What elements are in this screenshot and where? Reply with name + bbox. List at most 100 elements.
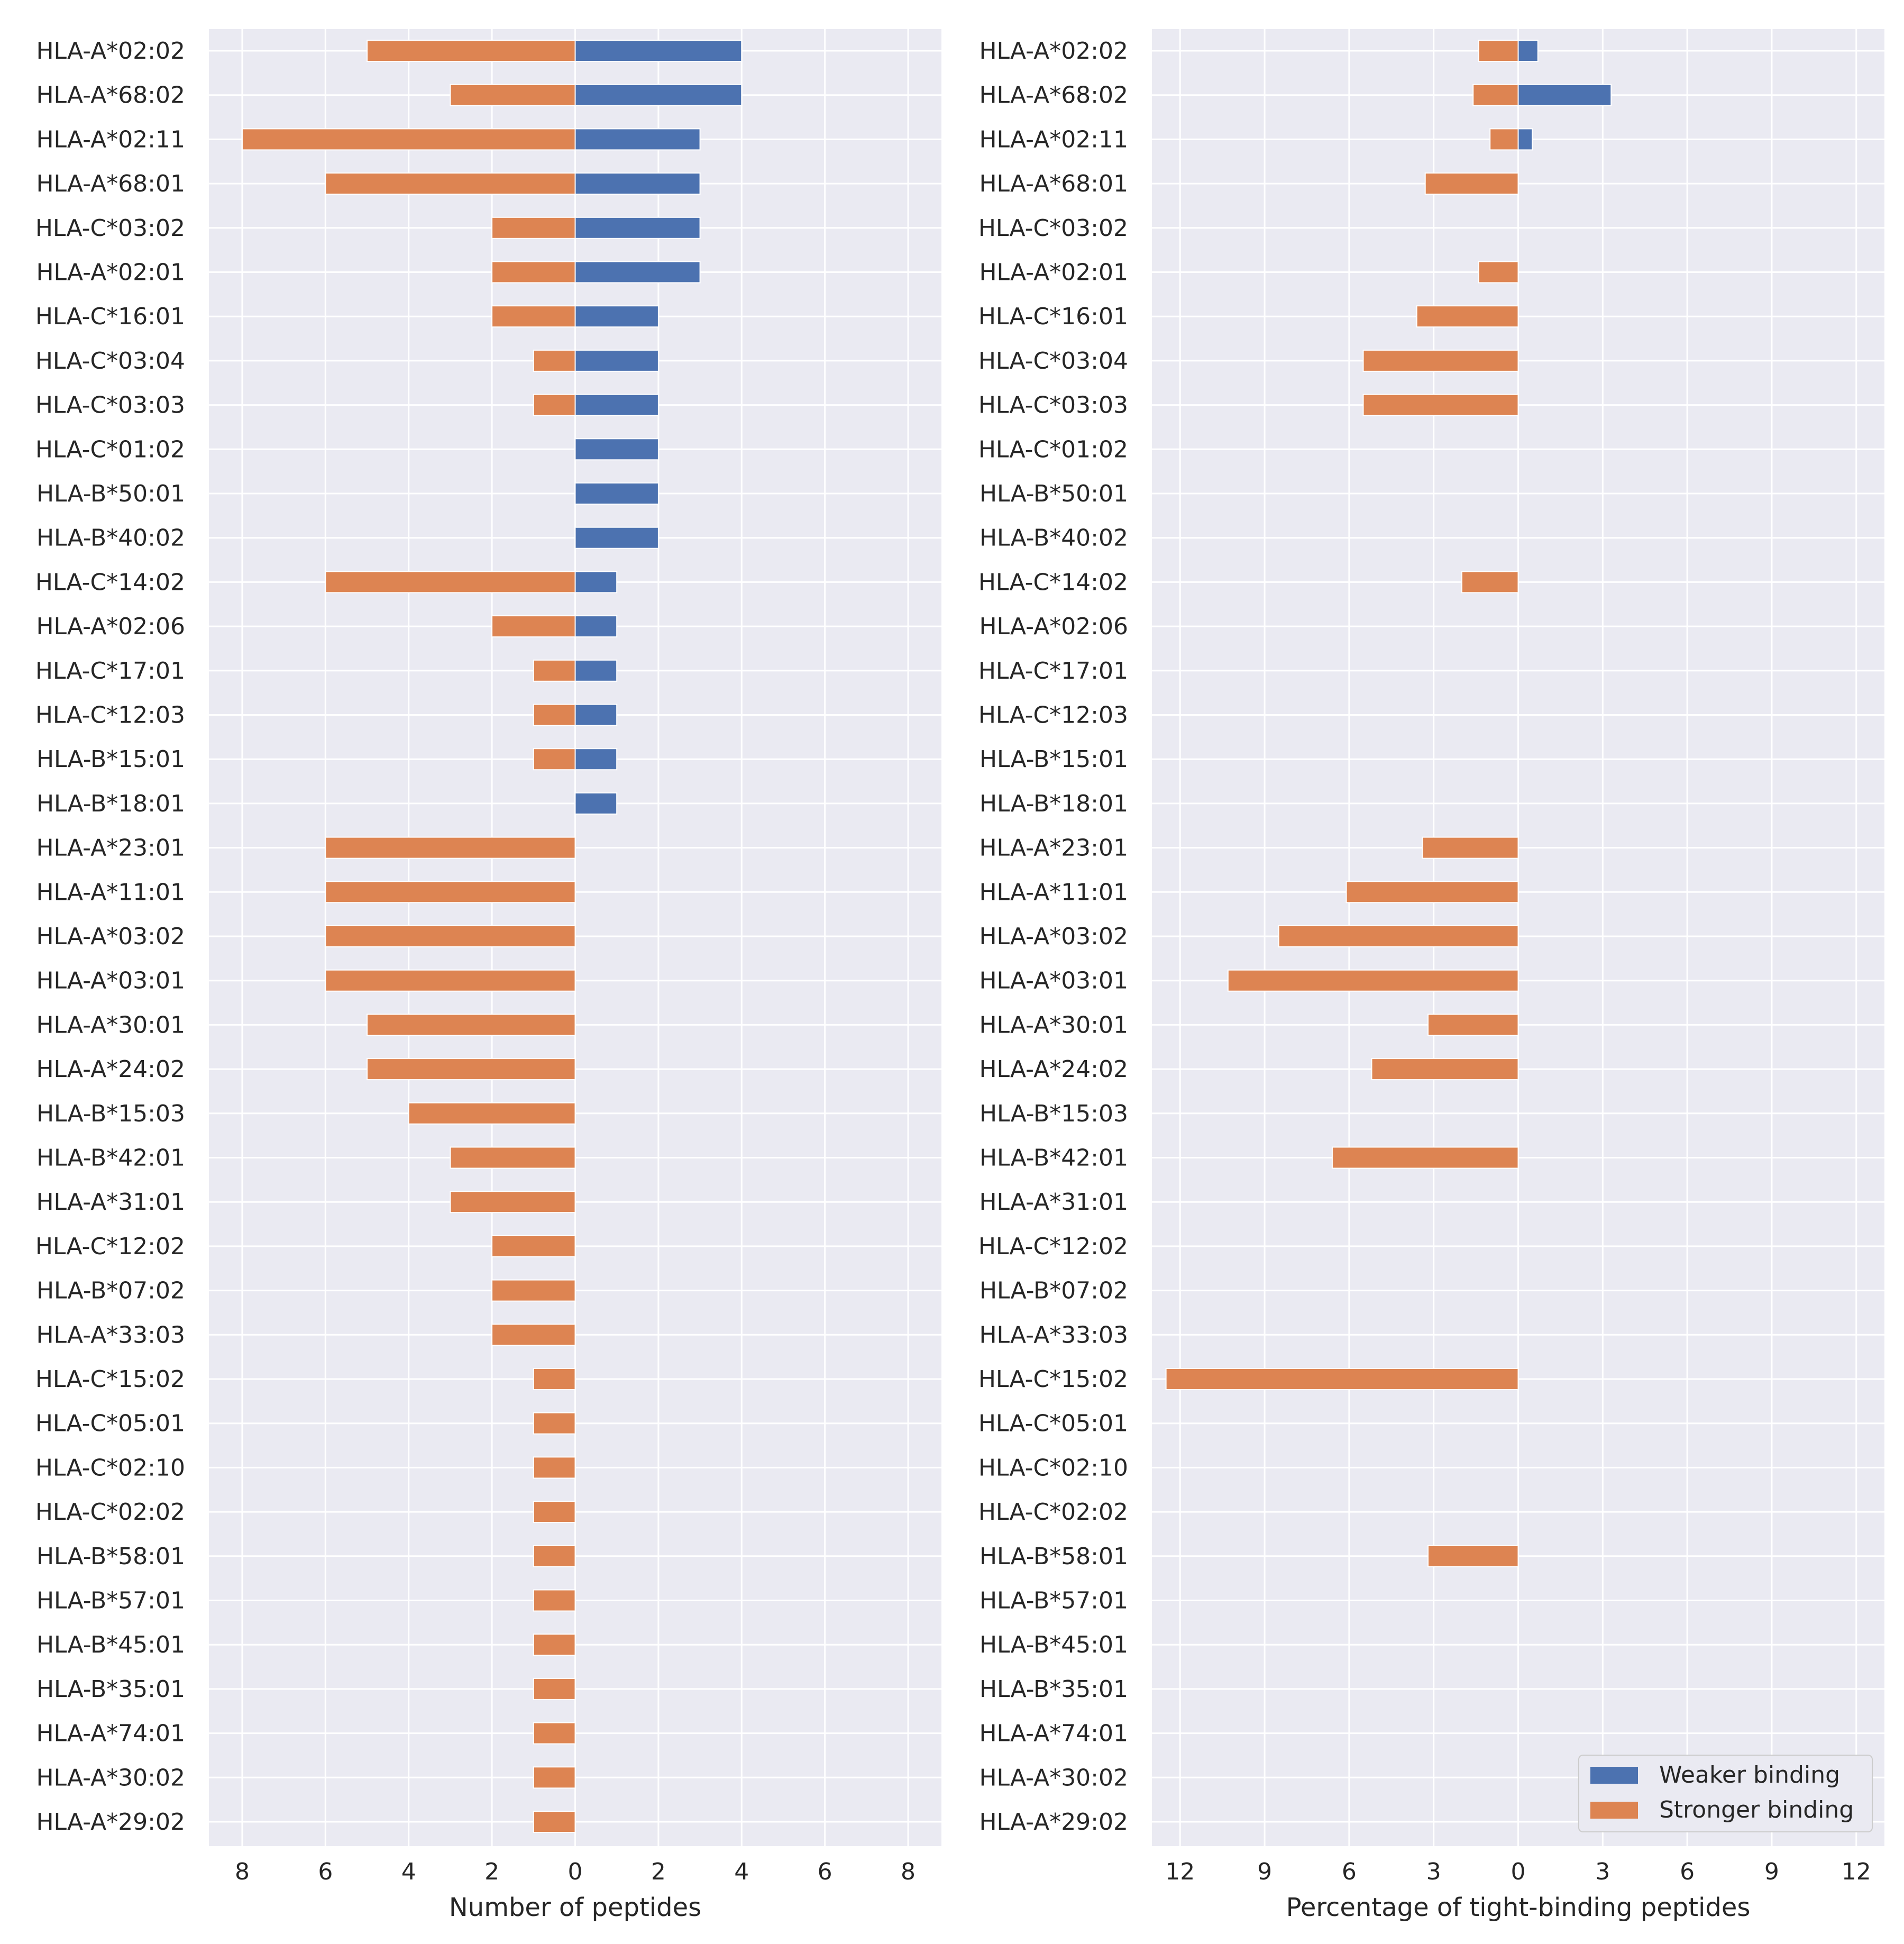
pct-category-label: HLA-A*23:01 [979, 835, 1128, 862]
pct-category-label: HLA-C*12:02 [978, 1233, 1128, 1260]
pct-category-label: HLA-A*03:02 [979, 923, 1128, 950]
count-bar-stronger [450, 1191, 576, 1213]
pct-category-label: HLA-A*68:01 [979, 170, 1128, 197]
count-category-label: HLA-B*15:03 [36, 1100, 185, 1127]
count-x-axis-title: Number of peptides [449, 1893, 701, 1922]
pct-category-label: HLA-C*03:04 [978, 348, 1128, 375]
pct-category-label: HLA-A*24:02 [979, 1056, 1128, 1083]
count-bar-stronger [325, 172, 576, 195]
legend-label-weaker: Weaker binding [1659, 1762, 1840, 1788]
count-bar-weaker [574, 305, 659, 328]
count-bar-stronger [533, 1677, 576, 1700]
count-bar-stronger [533, 1722, 576, 1745]
pct-category-label: HLA-B*42:01 [980, 1145, 1128, 1172]
pct-category-label: HLA-A*02:01 [979, 259, 1128, 286]
count-bar-weaker [574, 659, 618, 682]
pct-category-label: HLA-C*17:01 [978, 658, 1128, 684]
count-category-label: HLA-B*42:01 [36, 1145, 185, 1172]
pct-bar-stronger [1362, 349, 1519, 372]
count-bar-stronger [533, 748, 576, 771]
count-category-label: HLA-A*29:02 [36, 1809, 185, 1836]
pct-category-label: HLA-B*40:02 [980, 525, 1128, 552]
count-category-label: HLA-A*30:02 [36, 1764, 185, 1791]
count-category-label: HLA-B*58:01 [36, 1543, 185, 1570]
legend-swatch-weaker [1590, 1767, 1638, 1784]
pct-bar-stronger [1371, 1058, 1519, 1081]
count-category-label: HLA-B*45:01 [36, 1631, 185, 1658]
pct-category-label: HLA-A*30:01 [979, 1011, 1128, 1038]
count-bar-stronger [533, 659, 576, 682]
pct-category-label: HLA-C*14:02 [978, 569, 1128, 596]
pct-bar-stronger [1165, 1368, 1519, 1390]
count-category-label: HLA-B*15:01 [36, 746, 185, 773]
pct-x-tick-label: 3 [1595, 1858, 1610, 1885]
pct-x-tick-label: 12 [1165, 1858, 1195, 1885]
count-category-label: HLA-B*57:01 [36, 1587, 185, 1614]
pct-category-label: HLA-C*02:10 [978, 1454, 1128, 1481]
pct-category-label: HLA-A*11:01 [979, 879, 1128, 906]
pct-bar-stronger [1345, 881, 1519, 903]
count-bar-weaker [574, 571, 618, 594]
count-bar-weaker [574, 40, 743, 62]
pct-category-label: HLA-A*31:01 [979, 1189, 1128, 1216]
count-bar-stronger [325, 836, 576, 859]
pct-category-label: HLA-C*16:01 [978, 303, 1128, 330]
count-bar-weaker [574, 748, 618, 771]
pct-category-label: HLA-B*58:01 [980, 1543, 1128, 1570]
count-x-tick-label: 0 [568, 1858, 583, 1885]
count-bar-weaker [574, 349, 659, 372]
count-bar-stronger [367, 1058, 576, 1081]
count-bar-stronger [367, 40, 576, 62]
pct-bar-stronger [1478, 261, 1519, 284]
count-bar-stronger [408, 1102, 576, 1125]
count-bar-stronger [450, 1146, 576, 1169]
count-bar-stronger [533, 394, 576, 416]
pct-category-label: HLA-C*03:02 [978, 215, 1128, 242]
pct-x-axis-title: Percentage of tight-binding peptides [1286, 1893, 1751, 1922]
count-category-label: HLA-C*03:02 [35, 215, 185, 242]
count-category-label: HLA-A*03:02 [36, 923, 185, 950]
count-category-label: HLA-C*14:02 [35, 569, 185, 596]
count-category-label: HLA-B*50:01 [36, 480, 185, 507]
count-category-label: HLA-A*74:01 [36, 1720, 185, 1747]
pct-x-tick-label: 9 [1257, 1858, 1272, 1885]
count-category-label: HLA-A*02:06 [36, 613, 185, 640]
count-bar-stronger [533, 1589, 576, 1612]
pct-category-label: HLA-C*12:03 [978, 702, 1128, 729]
count-category-label: HLA-B*40:02 [36, 525, 185, 552]
count-x-tick-label: 8 [901, 1858, 916, 1885]
count-category-label: HLA-C*03:04 [35, 348, 185, 375]
pct-category-label: HLA-C*15:02 [978, 1366, 1128, 1393]
count-bar-weaker [574, 172, 701, 195]
count-category-label: HLA-B*35:01 [36, 1676, 185, 1703]
pct-category-label: HLA-B*50:01 [980, 480, 1128, 507]
count-bar-stronger [533, 1412, 576, 1435]
count-bar-weaker [574, 84, 743, 106]
count-bar-stronger [533, 704, 576, 726]
count-x-tick-label: 2 [484, 1858, 499, 1885]
pct-category-label: HLA-B*15:01 [980, 746, 1128, 773]
count-bar-stronger [367, 1014, 576, 1036]
count-category-label: HLA-C*17:01 [35, 658, 185, 684]
pct-bar-stronger [1424, 172, 1519, 195]
pct-bar-stronger [1278, 925, 1519, 947]
count-bar-weaker [574, 128, 701, 151]
pct-category-label: HLA-A*02:11 [979, 126, 1128, 153]
count-bar-stronger [491, 615, 576, 638]
count-bar-stronger [491, 1279, 576, 1302]
legend-swatch-stronger [1590, 1802, 1638, 1819]
pct-category-label: HLA-A*29:02 [979, 1809, 1128, 1836]
count-bar-stronger [533, 1811, 576, 1833]
pct-category-label: HLA-B*18:01 [980, 790, 1128, 817]
count-bar-stronger [325, 925, 576, 947]
pct-x-tick-label: 12 [1842, 1858, 1871, 1885]
pct-category-label: HLA-B*45:01 [980, 1631, 1128, 1658]
count-category-label: HLA-A*24:02 [36, 1056, 185, 1083]
count-bar-stronger [241, 128, 576, 151]
count-category-label: HLA-C*03:03 [35, 392, 185, 419]
pct-bar-stronger [1422, 836, 1519, 859]
count-bar-stronger [325, 571, 576, 594]
pct-bar-stronger [1427, 1014, 1519, 1036]
count-category-label: HLA-A*68:02 [36, 82, 185, 109]
count-category-label: HLA-A*68:01 [36, 170, 185, 197]
